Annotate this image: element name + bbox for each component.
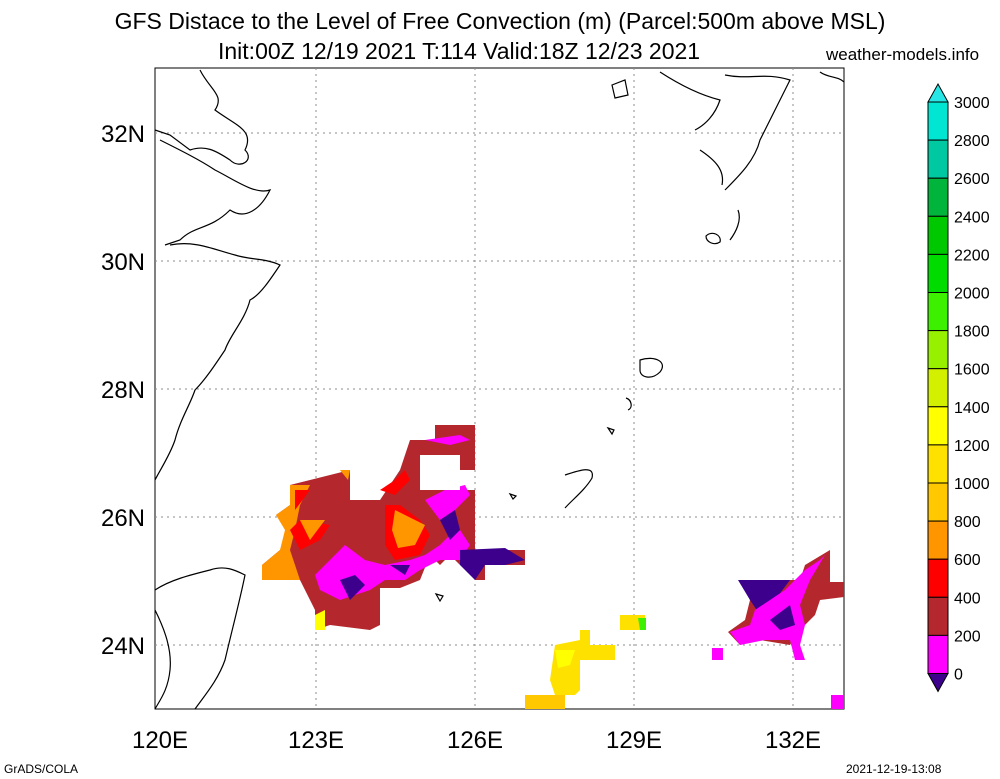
coastlines: [154, 69, 845, 710]
colorbar-top-arrow: [927, 82, 949, 103]
colorbar-swatch: [927, 558, 949, 598]
lon-tick-labels: 120E 123E 126E 129E 132E: [132, 727, 821, 754]
lfc-shading-gaps: [380, 455, 460, 600]
colorbar: 3000280026002400220020001800160014001200…: [927, 82, 990, 693]
colorbar-swatch: [927, 215, 949, 255]
colorbar-bottom-arrow: [927, 673, 949, 693]
colorbar-label: 400: [954, 590, 981, 607]
lfc-shading-east: [712, 550, 844, 709]
colorbar-swatch: [927, 368, 949, 408]
lon-tick-label: 126E: [447, 727, 503, 754]
lon-tick-label: 120E: [132, 727, 188, 754]
chart-title: GFS Distace to the Level of Free Convect…: [114, 8, 886, 34]
colorbar-swatch: [927, 177, 949, 217]
lon-tick-label: 123E: [288, 727, 344, 754]
colorbar-swatch: [927, 330, 949, 370]
chart-subtitle: Init:00Z 12/19 2021 T:114 Valid:18Z 12/2…: [218, 38, 701, 64]
colorbar-label: 0: [954, 667, 963, 684]
colorbar-swatch: [927, 292, 949, 332]
colorbar-swatch: [927, 139, 949, 179]
colorbar-label: 2200: [954, 247, 990, 264]
lat-tick-label: 24N: [101, 633, 145, 660]
colorbar-label: 2400: [954, 209, 990, 226]
footer-credit: GrADS/COLA: [4, 762, 79, 776]
colorbar-swatch: [927, 520, 949, 560]
colorbar-label: 1000: [954, 476, 990, 493]
colorbar-swatch: [927, 101, 949, 141]
colorbar-label: 1600: [954, 362, 990, 379]
colorbar-label: 2600: [954, 171, 990, 188]
colorbar-label: 3000: [954, 95, 990, 112]
colorbar-label: 200: [954, 628, 981, 645]
lat-tick-label: 30N: [101, 249, 145, 276]
colorbar-swatch: [927, 253, 949, 293]
lon-tick-label: 132E: [765, 727, 821, 754]
colorbar-label: 2000: [954, 286, 990, 303]
colorbar-swatch: [927, 634, 949, 675]
site-credit[interactable]: weather-models.info: [826, 45, 980, 64]
lat-tick-labels: 32N 30N 28N 26N 24N: [101, 121, 145, 660]
lat-tick-label: 32N: [101, 121, 145, 148]
colorbar-label: 2800: [954, 133, 990, 150]
colorbar-swatch: [927, 444, 949, 484]
colorbar-swatch: [927, 406, 949, 446]
lat-tick-label: 28N: [101, 377, 145, 404]
colorbar-label: 1200: [954, 438, 990, 455]
colorbar-label: 1400: [954, 400, 990, 417]
colorbar-swatch: [927, 482, 949, 522]
colorbar-swatch: [927, 596, 949, 636]
lat-tick-label: 26N: [101, 505, 145, 532]
lfc-shading-south: [525, 615, 646, 709]
colorbar-label: 600: [954, 552, 981, 569]
footer-timestamp: 2021-12-19-13:08: [846, 762, 942, 776]
colorbar-label: 800: [954, 514, 981, 531]
colorbar-label: 1800: [954, 324, 990, 341]
lon-tick-label: 129E: [606, 727, 662, 754]
